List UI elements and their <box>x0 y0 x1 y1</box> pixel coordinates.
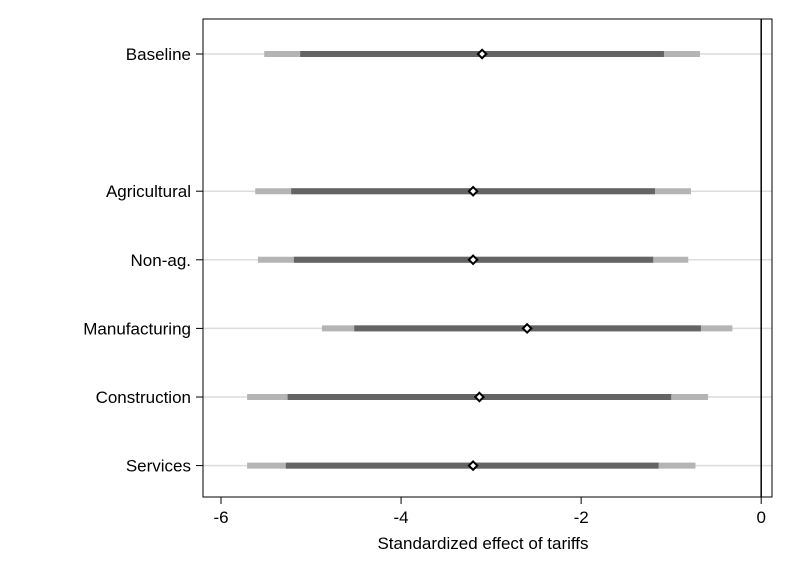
category-label: Construction <box>96 388 191 407</box>
point-estimates <box>467 48 533 472</box>
category-label: Services <box>126 457 191 476</box>
category-label: Non-ag. <box>131 251 191 270</box>
x-tick-label: -4 <box>394 508 409 527</box>
x-tick-label: -2 <box>574 508 589 527</box>
x-tick-label: -6 <box>213 508 228 527</box>
category-label: Baseline <box>126 45 191 64</box>
plot-frame <box>202 18 773 498</box>
confidence-intervals <box>247 51 733 469</box>
category-label: Agricultural <box>106 182 191 201</box>
x-axis-title: Standardized effect of tariffs <box>377 534 588 553</box>
point-estimate-marker <box>467 254 479 266</box>
point-estimate-marker <box>521 322 533 335</box>
category-label: Manufacturing <box>83 319 191 338</box>
x-tick-label: 0 <box>756 508 765 527</box>
axes: Baseline Agricultural Non-ag. Manufacturing… <box>83 18 773 527</box>
point-estimate-marker <box>473 391 486 403</box>
point-estimate-marker <box>476 48 488 60</box>
point-estimate-marker <box>467 185 479 197</box>
point-estimate-marker <box>467 459 479 472</box>
